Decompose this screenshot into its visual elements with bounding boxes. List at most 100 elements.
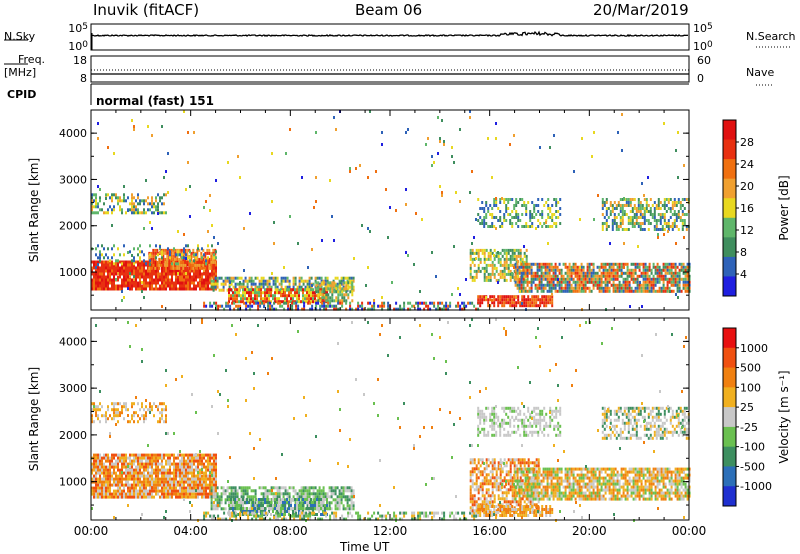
velocity-heatmap-cell [338,501,341,505]
velocity-heatmap-cell [213,459,215,463]
power-heatmap-cell [570,274,573,278]
power-heatmap-cell [272,279,275,283]
velocity-heatmap-cell [135,492,137,496]
velocity-heatmap-cell [195,483,197,487]
power-heatmap-cell [163,278,165,282]
velocity-heatmap-cell [250,504,253,508]
velocity-heatmap-cell [135,495,137,499]
power-heatmap-cell [557,278,559,281]
velocity-heatmap-cell [123,456,125,460]
power-heatmap-cell [604,286,607,290]
velocity-heatmap-cell [105,486,107,490]
power-heatmap-cell [143,287,145,291]
power-heatmap-cell [252,291,254,295]
power-heatmap-cell [244,294,246,298]
power-heatmap-cell [167,278,169,282]
power-heatmap-cell [592,286,595,290]
velocity-heatmap-cell [300,495,303,499]
power-heatmap-cell [203,253,205,257]
power-heatmap-cell [284,279,287,283]
power-heatmap-cell [99,287,101,291]
power-heatmap-cell [166,251,169,255]
power-heatmap-cell [548,289,551,293]
velocity-heatmap-cell [306,486,309,490]
power-heatmap-cell [137,269,139,273]
power-heatmap-cell [615,222,618,225]
power-heatmap-cell [479,269,482,273]
power-heatmap-cell [493,254,495,257]
power-heatmap-cell [657,219,660,222]
power-heatmap-cell [236,300,238,304]
power-heatmap-cell [165,170,167,173]
power-heatmap-cell [522,265,525,269]
velocity-heatmap-cell [137,414,139,418]
velocity-heatmap-cell [91,489,93,493]
power-heatmap-cell [93,205,95,209]
power-heatmap-cell [215,269,217,273]
power-heatmap-cell [671,213,674,216]
power-heatmap-cell [425,143,427,146]
power-heatmap-cell [483,254,486,258]
power-heatmap-cell [274,294,276,298]
power-heatmap-cell [405,131,407,134]
power-heatmap-cell [137,260,139,264]
power-heatmap-cell [481,201,484,204]
velocity-heatmap-cell [141,474,143,478]
power-heatmap-cell [570,271,573,275]
power-heatmap-cell [679,219,682,222]
velocity-heatmap-cell [270,486,273,490]
power-heatmap-cell [319,304,322,308]
power-heatmap-cell [491,251,494,255]
power-heatmap-cell [239,281,241,284]
velocity-heatmap-cell [215,486,217,490]
power-heatmap-cell [604,268,607,272]
power-heatmap-cell [248,279,251,283]
velocity-heatmap-cell [209,483,211,487]
power-heatmap-cell [333,299,336,303]
power-heatmap-cell [530,280,533,284]
power-heatmap-cell [477,254,480,258]
power-heatmap-cell [171,269,173,273]
power-heatmap-cell [184,266,187,270]
power-heatmap-cell [107,272,109,276]
power-heatmap-cell [612,289,615,293]
power-heatmap-cell [651,204,654,207]
power-heatmap-cell [304,294,306,298]
velocity-heatmap-cell [165,489,167,493]
power-heatmap-cell [331,290,334,294]
power-heatmap-cell [171,260,173,264]
power-heatmap-cell [686,286,689,290]
power-heatmap-cell [648,283,651,287]
power-heatmap-cell [553,134,555,137]
power-heatmap-cell [501,295,504,299]
power-heatmap-cell [628,286,631,290]
velocity-heatmap-cell [129,492,131,496]
velocity-heatmap-cell [105,417,107,421]
power-heatmap-cell [345,284,348,288]
velocity-heatmap-cell [115,489,117,493]
power-heatmap-cell [670,283,673,287]
velocity-heatmap-cell [103,465,105,469]
power-heatmap-cell [489,275,492,279]
power-heatmap-cell [612,286,615,290]
power-heatmap-cell [174,248,177,252]
velocity-heatmap-cell [244,486,247,490]
velocity-heatmap-cell [117,462,119,466]
velocity-heatmap-cell [220,507,223,511]
power-heatmap-cell [654,280,657,284]
power-heatmap-cell [449,301,452,305]
power-heatmap-cell [673,222,676,225]
velocity-heatmap-cell [203,495,205,499]
power-heatmap-cell [248,276,251,280]
velocity-heatmap-cell [215,489,217,493]
power-heatmap-cell [335,284,338,288]
power-heatmap-cell [261,301,264,305]
power-heatmap-cell [493,263,496,267]
power-heatmap-cell [531,222,534,225]
velocity-heatmap-cell [153,402,155,406]
power-heatmap-cell [546,277,549,281]
power-heatmap-cell [499,272,502,276]
power-heatmap-cell [289,215,291,218]
power-heatmap-cell [548,283,551,287]
power-heatmap-cell [345,290,348,294]
